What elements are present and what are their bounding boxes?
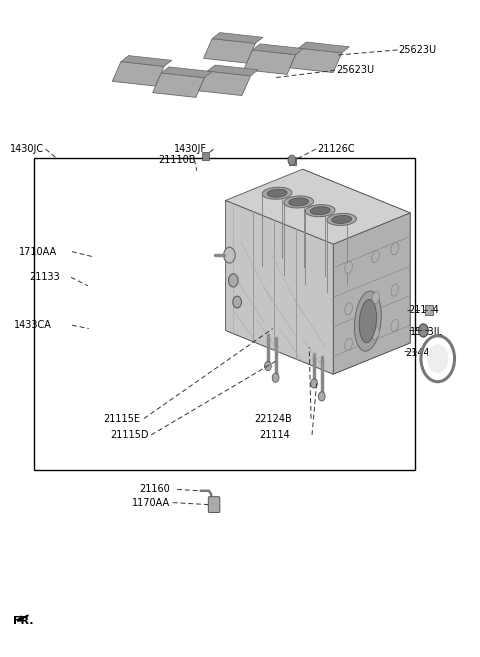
Text: 21443: 21443 [406,348,436,359]
Polygon shape [354,291,381,351]
Polygon shape [153,73,204,97]
Polygon shape [372,327,379,340]
Bar [202,152,209,160]
Text: 21160: 21160 [139,484,170,495]
Polygon shape [199,71,251,95]
Polygon shape [226,170,410,244]
Polygon shape [226,300,410,374]
Text: 21126C: 21126C [317,144,354,154]
Polygon shape [345,338,352,350]
Polygon shape [345,303,352,315]
Text: 21133: 21133 [29,272,60,283]
Text: 1710AA: 1710AA [19,246,57,257]
Polygon shape [391,242,398,255]
Circle shape [228,274,238,287]
Polygon shape [372,292,379,304]
Polygon shape [161,67,212,78]
Polygon shape [391,319,398,332]
Circle shape [233,296,241,308]
Polygon shape [345,261,352,273]
Polygon shape [332,215,352,223]
Polygon shape [262,187,292,199]
Text: 21124: 21124 [408,305,439,315]
Polygon shape [372,250,379,263]
Circle shape [288,155,296,166]
Polygon shape [305,205,335,217]
Polygon shape [391,284,398,296]
Polygon shape [212,33,263,43]
Polygon shape [252,44,303,55]
Polygon shape [121,56,172,66]
Circle shape [311,379,317,388]
Text: 1430JC: 1430JC [10,144,44,154]
Polygon shape [299,42,349,53]
Circle shape [224,247,235,263]
Circle shape [419,324,428,337]
Polygon shape [112,62,164,86]
Polygon shape [327,214,357,225]
Circle shape [264,361,271,371]
Circle shape [427,344,448,373]
Polygon shape [302,170,410,343]
Text: 21114: 21114 [259,430,290,440]
Polygon shape [244,50,296,74]
Polygon shape [290,48,342,72]
Polygon shape [226,200,333,374]
Polygon shape [333,213,410,374]
Text: 1433CA: 1433CA [14,320,52,330]
Text: 21115E: 21115E [103,413,140,424]
Circle shape [318,392,325,401]
Bar [289,157,296,165]
Text: FR.: FR. [13,616,34,626]
Bar [34,158,415,470]
Polygon shape [359,300,376,343]
Circle shape [272,373,279,382]
Polygon shape [289,198,309,206]
Polygon shape [284,196,313,208]
Text: 21115D: 21115D [110,430,149,440]
Text: 1430JF: 1430JF [174,144,207,154]
Polygon shape [310,207,330,215]
Text: 21110B: 21110B [158,155,196,166]
Text: 25623U: 25623U [398,45,436,55]
Polygon shape [425,305,433,315]
Text: 1170AA: 1170AA [132,497,170,508]
Polygon shape [207,65,258,76]
FancyBboxPatch shape [208,497,220,512]
Text: 22124B: 22124B [254,413,292,424]
Polygon shape [267,189,287,197]
Text: 25623U: 25623U [336,65,374,76]
Polygon shape [204,39,255,63]
Text: 1573JL: 1573JL [410,327,444,337]
